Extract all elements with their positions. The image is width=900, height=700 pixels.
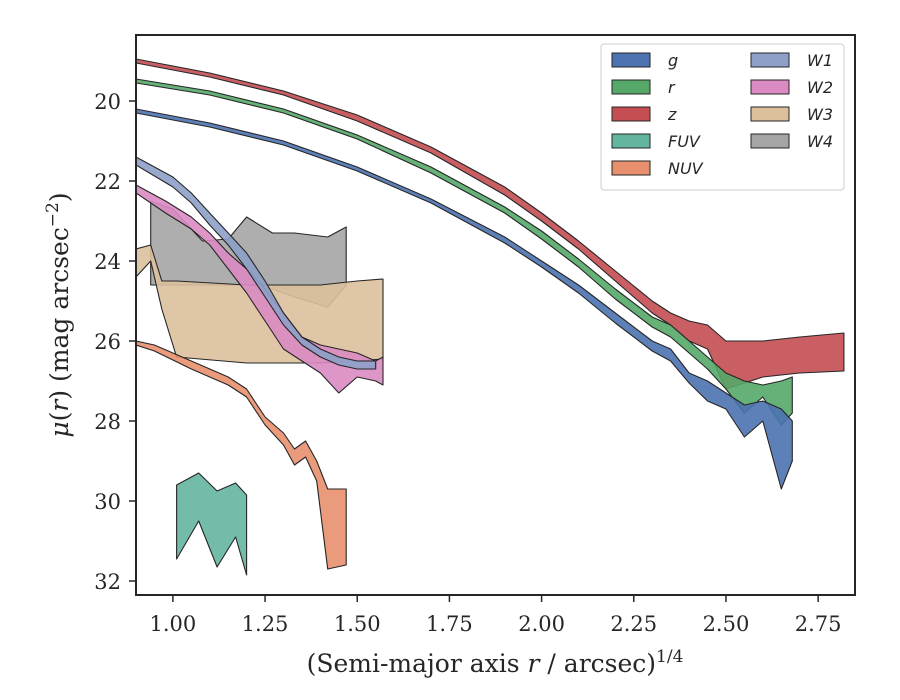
legend-label: NUV <box>668 159 704 178</box>
band-fuv <box>176 472 248 576</box>
legend-item-nuv: NUV <box>611 159 704 178</box>
x-tick-label: 2.50 <box>703 612 750 636</box>
x-axis-ticks: 1.00 1.25 1.50 1.75 2.00 2.25 2.50 2.75 <box>149 595 842 636</box>
legend-item-w4: W4 <box>750 132 833 151</box>
y-tick-label: 22 <box>94 170 121 194</box>
x-tick-label: 2.25 <box>610 612 657 636</box>
y-tick-label: 20 <box>94 90 121 114</box>
legend-swatch <box>611 52 651 68</box>
legend-label: W3 <box>807 105 833 124</box>
x-tick-label: 2.00 <box>518 612 565 636</box>
legend-swatch <box>611 133 651 149</box>
legend-label: W2 <box>807 78 833 97</box>
x-tick-label: 1.75 <box>426 612 473 636</box>
y-axis-label: μ(r) (mag arcsec−2) <box>43 192 74 437</box>
y-tick-label: 26 <box>94 330 121 354</box>
y-tick-label: 32 <box>94 570 121 594</box>
x-axis-label: (Semi-major axis r / arcsec)1/4 <box>307 647 684 678</box>
legend-label: W1 <box>807 51 833 70</box>
legend-item-w1: W1 <box>750 51 833 70</box>
legend-swatch <box>750 52 790 68</box>
legend: grz FUV NUV W1 W2 W3 W4 <box>600 43 845 191</box>
legend-swatch <box>611 106 651 122</box>
y-tick-label: 30 <box>94 490 121 514</box>
legend-label: z <box>667 105 677 124</box>
legend-item-r: r <box>611 78 676 97</box>
legend-item-z: z <box>611 105 677 124</box>
legend-swatch <box>750 79 790 95</box>
legend-item-w2: W2 <box>750 78 833 97</box>
legend-label: g <box>668 51 678 70</box>
y-axis-ticks: 20 22 24 26 28 30 32 <box>94 90 136 594</box>
plot-frame <box>135 34 856 596</box>
legend-item-w3: W3 <box>750 105 833 124</box>
series-bands <box>136 58 845 576</box>
band-r <box>136 78 793 426</box>
x-tick-label: 2.75 <box>795 612 842 636</box>
legend-label: r <box>668 78 676 97</box>
legend-swatch <box>750 133 790 149</box>
x-tick-label: 1.25 <box>242 612 289 636</box>
band-w1 <box>136 156 377 370</box>
legend-swatch <box>750 106 790 122</box>
x-tick-label: 1.00 <box>149 612 196 636</box>
band-nuv <box>136 340 347 570</box>
legend-item-g: g <box>611 51 678 70</box>
legend-swatch <box>611 79 651 95</box>
x-tick-label: 1.50 <box>334 612 381 636</box>
legend-label: W4 <box>807 132 833 151</box>
y-tick-label: 24 <box>94 250 121 274</box>
legend-label: FUV <box>668 132 701 151</box>
legend-swatch <box>611 160 651 176</box>
band-z <box>136 58 845 390</box>
band-g <box>136 108 793 490</box>
legend-item-fuv: FUV <box>611 132 701 151</box>
y-tick-label: 28 <box>94 410 121 434</box>
